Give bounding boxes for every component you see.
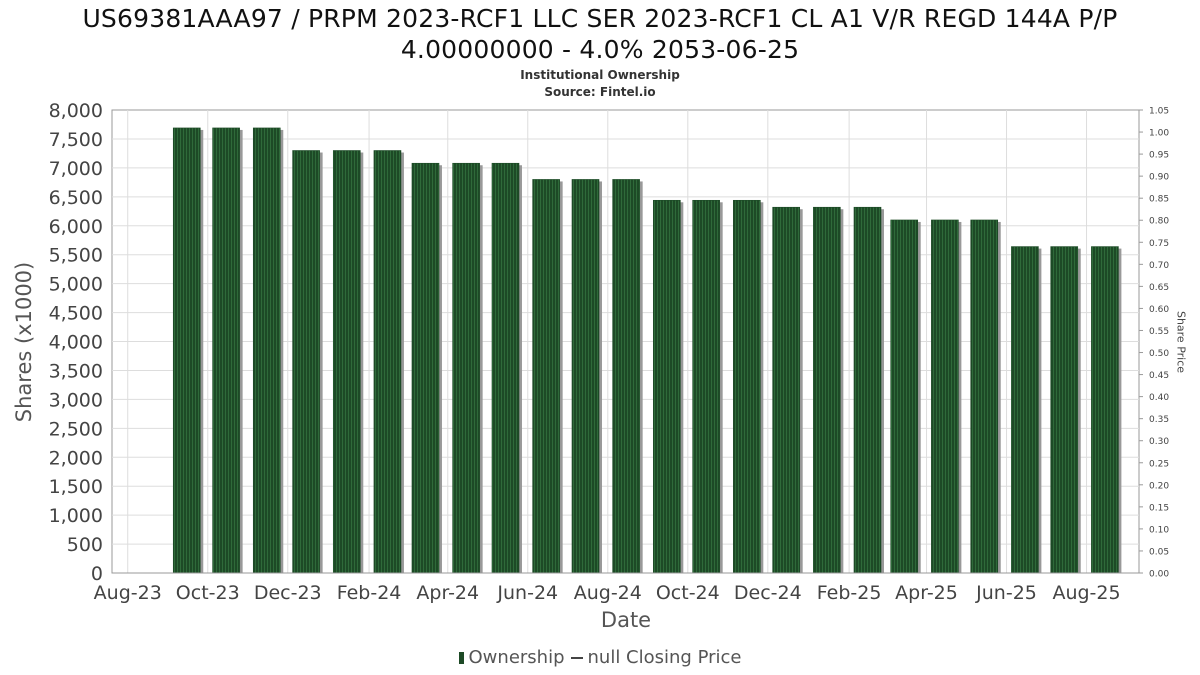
y2-tick-label: 0.75 <box>1149 239 1169 249</box>
y-tick-label: 8,000 <box>49 100 103 122</box>
ownership-bar <box>692 199 720 574</box>
y2-tick-label: 0.00 <box>1149 570 1169 580</box>
ownership-bar <box>491 162 520 574</box>
ownership-bar <box>212 127 240 574</box>
ownership-bar <box>1091 246 1119 574</box>
ownership-bar <box>373 150 402 574</box>
y2-tick-label: 0.65 <box>1149 283 1169 293</box>
y2-tick-label: 0.35 <box>1149 415 1169 425</box>
y2-tick-label: 0.85 <box>1149 195 1169 205</box>
y2-tick-label: 0.50 <box>1149 349 1169 359</box>
ownership-bar <box>252 127 281 574</box>
ownership-bar <box>332 150 361 574</box>
x-tick-label: Apr-25 <box>895 582 958 604</box>
price-legend-label: null Closing Price <box>587 647 742 668</box>
ownership-legend-label: Ownership <box>468 647 565 668</box>
legend: Ownership null Closing Price <box>0 647 1200 668</box>
x-tick-label: Dec-23 <box>254 582 322 604</box>
ownership-bar <box>411 162 440 574</box>
ownership-bar <box>772 206 800 574</box>
ownership-bar <box>532 179 560 574</box>
chart-title-line-1: US69381AAA97 / PRPM 2023-RCF1 LLC SER 20… <box>82 4 1118 33</box>
x-tick-label: Apr-24 <box>416 582 479 604</box>
y2-tick-label: 0.55 <box>1149 327 1169 337</box>
y2-tick-label: 0.70 <box>1149 261 1169 271</box>
ownership-bar <box>172 127 201 574</box>
x-tick-label: Feb-25 <box>817 582 882 604</box>
x-tick-label: Oct-24 <box>656 582 720 604</box>
ownership-bar <box>292 150 320 574</box>
ownership-bar <box>853 206 882 574</box>
y-axis-label: Shares (x1000) <box>12 261 36 423</box>
y-tick-label: 6,500 <box>49 187 103 209</box>
y-tick-label: 500 <box>67 534 103 556</box>
y-tick-label: 6,000 <box>49 216 103 238</box>
y2-tick-label: 1.05 <box>1149 107 1169 117</box>
y-tick-label: 3,000 <box>49 389 103 411</box>
x-tick-label: Aug-23 <box>94 582 162 604</box>
y2-tick-label: 0.05 <box>1149 547 1169 557</box>
y-tick-label: 5,500 <box>49 245 103 267</box>
x-tick-label: Feb-24 <box>337 582 402 604</box>
ownership-bar <box>452 162 480 574</box>
ownership-bar <box>813 206 841 574</box>
x-tick-label: Aug-24 <box>574 582 642 604</box>
y2-tick-label: 0.20 <box>1149 481 1169 491</box>
y-tick-label: 4,000 <box>49 332 103 354</box>
y2-tick-label: 0.15 <box>1149 503 1169 513</box>
x-tick-label: Oct-23 <box>176 582 240 604</box>
x-tick-label: Aug-25 <box>1052 582 1120 604</box>
ownership-bar <box>1050 246 1079 574</box>
ownership-bar <box>970 219 999 574</box>
y-tick-label: 7,500 <box>49 129 103 151</box>
y-tick-label: 7,000 <box>49 158 103 180</box>
y2-tick-label: 0.90 <box>1149 173 1169 183</box>
price-legend-line <box>570 656 583 659</box>
chart-source: Source: Fintel.io <box>544 85 656 99</box>
ownership-bar <box>571 179 600 574</box>
y-tick-label: 3,500 <box>49 360 103 382</box>
y2-axis-label: Share Price <box>1174 310 1188 374</box>
x-tick-label: Jun-24 <box>496 582 558 604</box>
y2-tick-label: 0.95 <box>1149 151 1169 161</box>
y-tick-label: 5,000 <box>49 274 103 296</box>
ownership-bar <box>890 219 919 574</box>
x-tick-label: Jun-25 <box>975 582 1037 604</box>
y-tick-label: 1,000 <box>49 505 103 527</box>
x-tick-label: Dec-24 <box>734 582 802 604</box>
y2-tick-label: 0.45 <box>1149 371 1169 381</box>
y2-tick-label: 0.30 <box>1149 437 1169 447</box>
ownership-bar <box>733 199 761 574</box>
chart-subtitle: Institutional Ownership <box>520 68 680 82</box>
x-axis-label: Date <box>600 608 652 632</box>
y2-tick-label: 1.00 <box>1149 129 1169 139</box>
ownership-bar <box>1011 246 1039 574</box>
y2-tick-label: 0.60 <box>1149 305 1169 315</box>
y2-tick-label: 0.10 <box>1149 525 1169 535</box>
y-tick-label: 2,000 <box>49 447 103 469</box>
ownership-bar <box>931 219 959 574</box>
y-tick-label: 0 <box>91 563 103 585</box>
y-tick-label: 1,500 <box>49 476 103 498</box>
ownership-legend-swatch <box>458 651 464 664</box>
chart-title-line-2: 4.00000000 - 4.0% 2053-06-25 <box>400 35 800 64</box>
ownership-bar <box>653 199 681 574</box>
y-tick-label: 2,500 <box>49 418 103 440</box>
y-tick-label: 4,500 <box>49 303 103 325</box>
y2-tick-label: 0.40 <box>1149 393 1169 403</box>
y2-tick-label: 0.25 <box>1149 459 1169 469</box>
y2-tick-label: 0.80 <box>1149 217 1169 227</box>
ownership-bar <box>612 179 640 574</box>
